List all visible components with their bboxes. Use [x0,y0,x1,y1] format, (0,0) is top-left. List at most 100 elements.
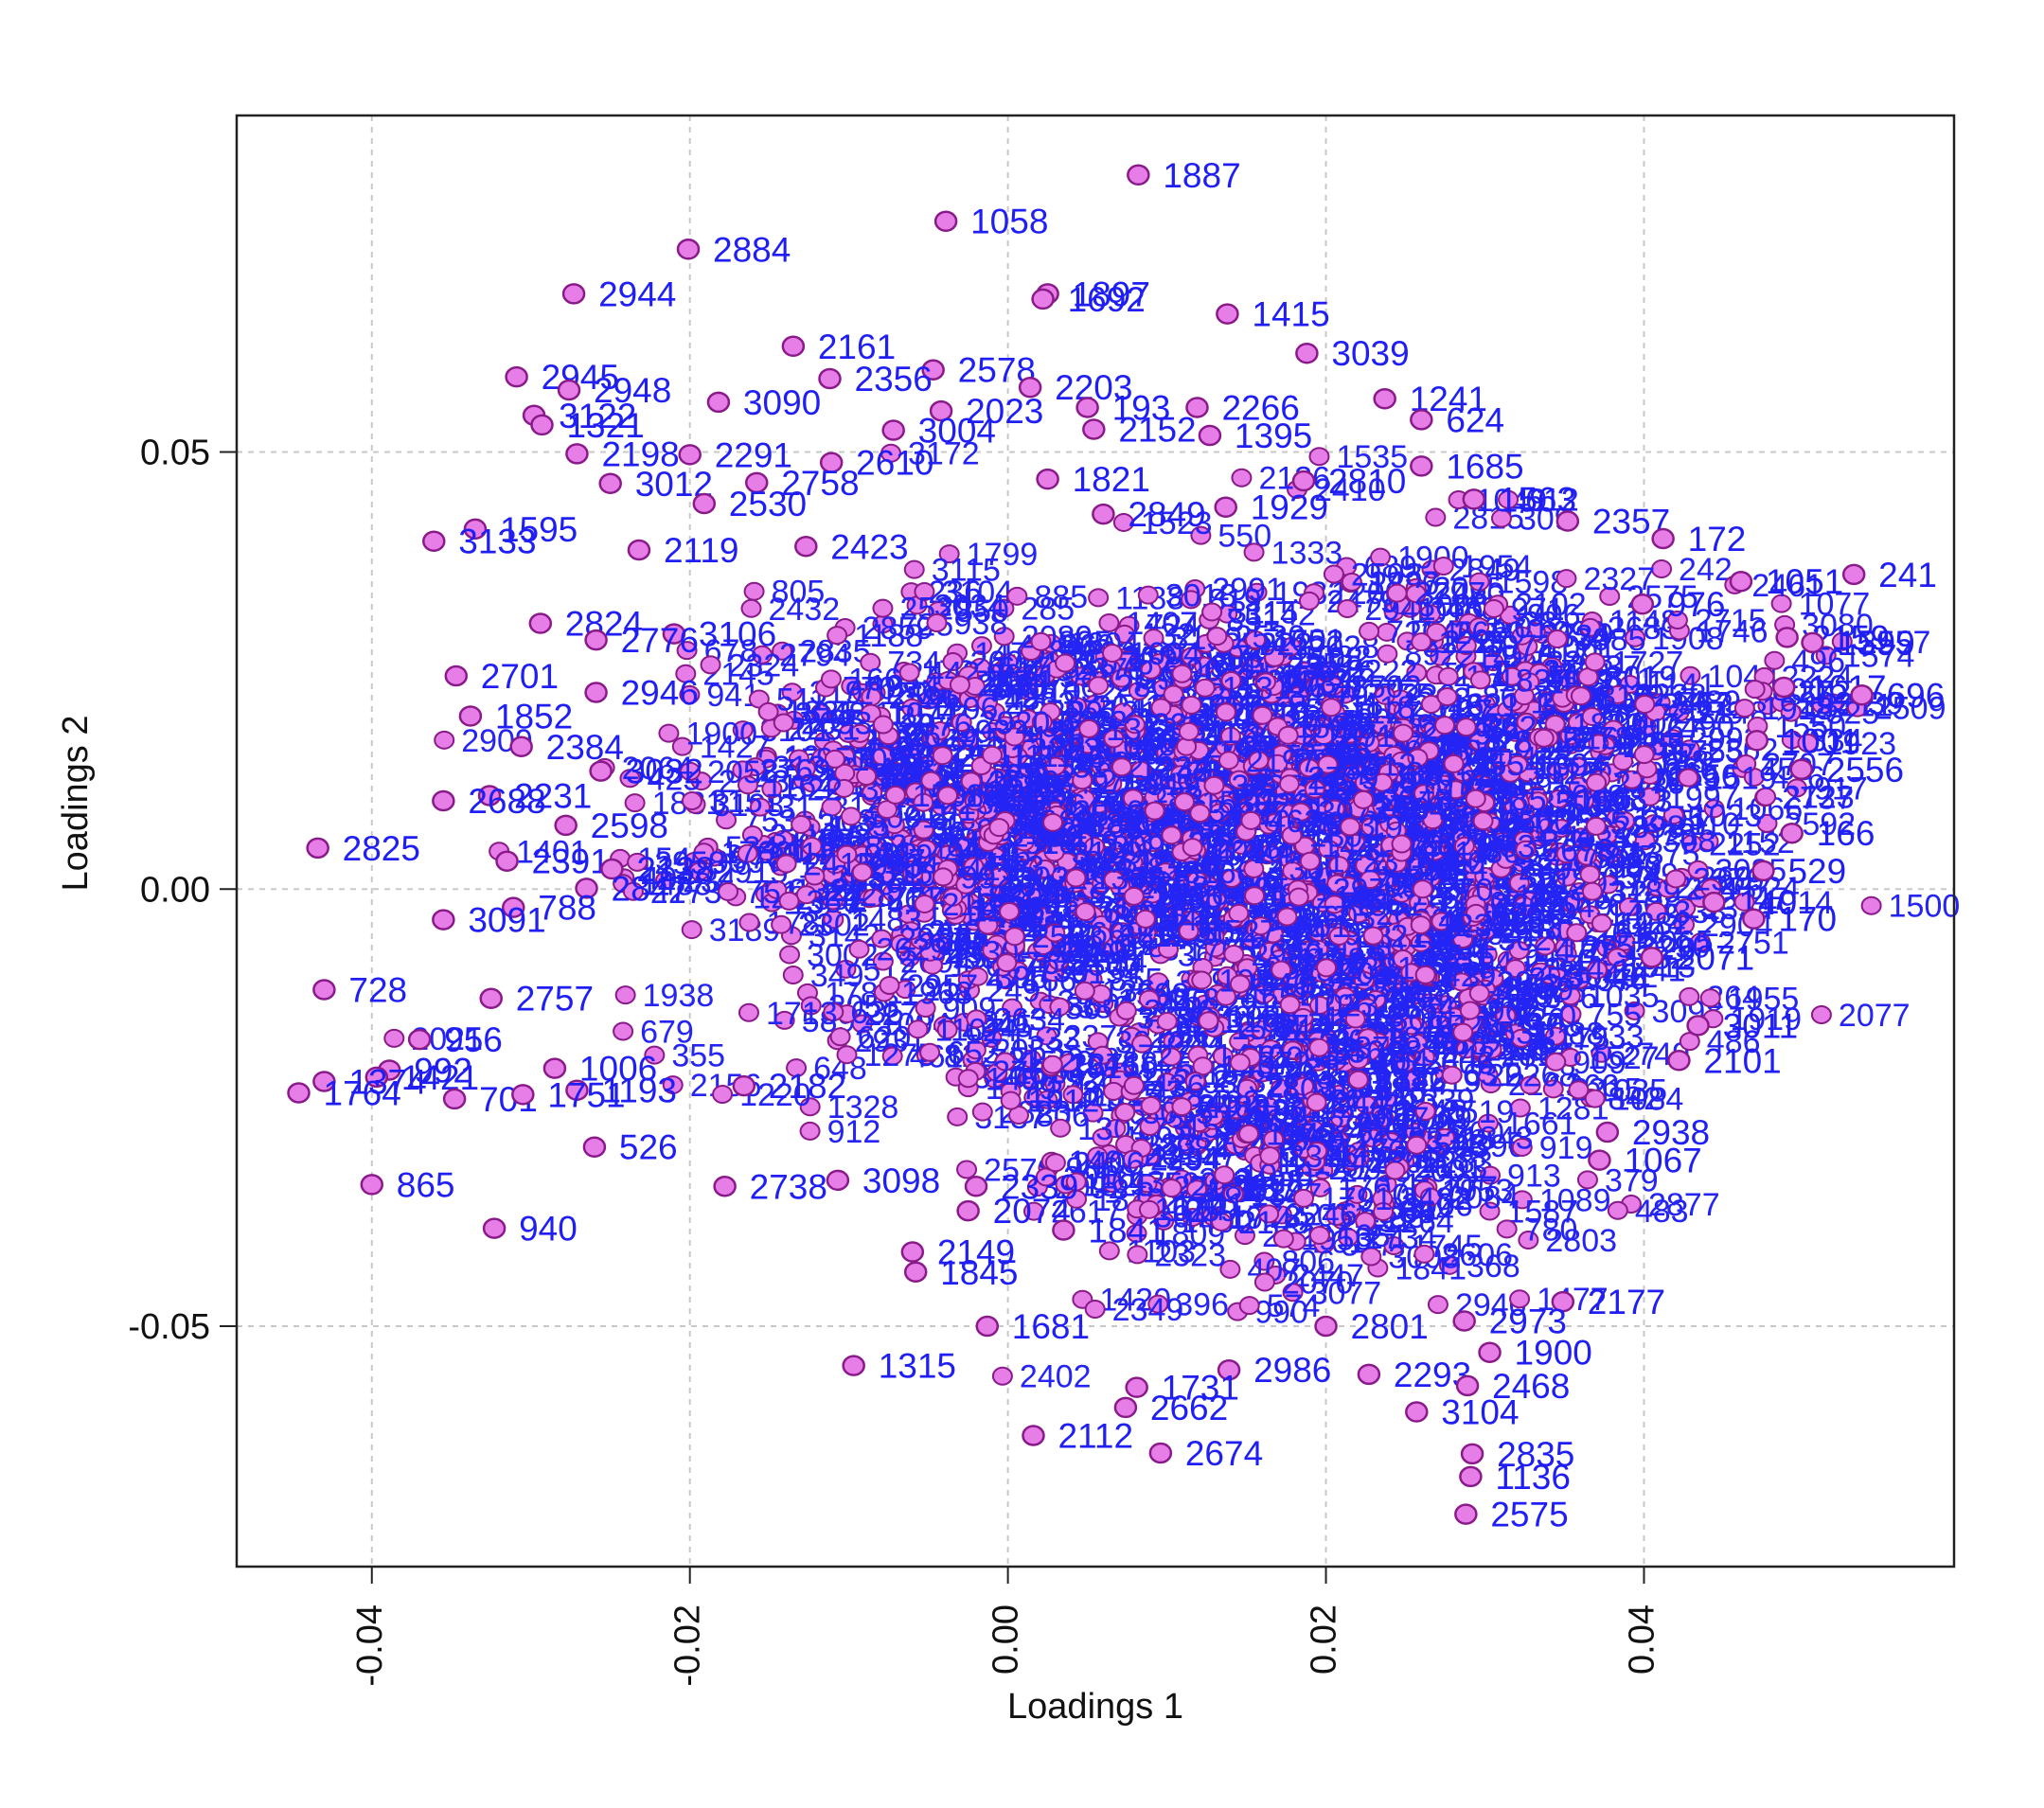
point-marker [1801,631,1824,654]
cloud-marker [872,715,894,735]
point-label: 1845 [940,1253,1018,1292]
point-marker [1357,1363,1381,1386]
cloud-marker [1391,834,1413,854]
point-label: 1415 [1252,295,1329,334]
data-point: 2946 [584,674,699,713]
data-point: 940 [482,1210,578,1249]
cloud-marker [775,854,797,874]
point-label: 3039 [1331,334,1409,373]
point-label: 1067 [1624,1142,1701,1180]
cloud-marker [383,1028,405,1048]
cloud-marker [1088,588,1110,608]
point-label: 2662 [1150,1389,1228,1427]
cloud-label: 574 [1267,1288,1321,1324]
point-marker [678,444,702,466]
cloud-label: 3018 [1165,578,1237,614]
cloud-label: 2327 [1583,561,1655,597]
cloud-marker [1410,915,1431,935]
point-marker [1462,488,1486,510]
point-marker [1686,1015,1710,1037]
cloud-marker [1078,718,1100,738]
data-point: 1764 [287,1073,401,1112]
point-marker [1295,342,1319,364]
cloud-label: 2371 [1070,1048,1142,1084]
cloud-marker [1206,627,1228,647]
point-label: 1058 [970,203,1048,241]
point-marker [732,1074,756,1097]
cloud-marker [1699,988,1721,1008]
cloud-marker [658,723,680,743]
point-marker [1729,570,1753,593]
data-point: 3098 [826,1161,940,1200]
point-marker [1216,303,1239,325]
cloud-label: 1234 [1139,750,1211,786]
point-label: 2810 [1328,462,1406,501]
cloud-label: 3115 [932,553,1001,589]
cloud-marker [1299,851,1321,871]
point-label: 3091 [468,901,545,940]
data-point: 2738 [713,1167,827,1206]
cloud-marker [1469,670,1491,690]
point-marker [1036,468,1059,490]
cloud-label: 2797 [1414,576,1486,612]
point-label: 2101 [1703,1041,1781,1080]
cloud-label: 1938 [643,978,715,1014]
point-label: 2944 [598,275,676,313]
point-label: 2688 [468,782,545,821]
point-marker [676,239,701,260]
cloud-marker [1277,725,1299,745]
point-marker [306,837,329,860]
cloud-marker [898,663,920,682]
data-point: 2849 [1092,495,1206,534]
data-point: 2884 [676,230,791,269]
cloud-marker [1581,881,1603,901]
point-label: 170 [1778,900,1837,939]
cloud-marker [1452,1022,1474,1042]
cloud-label: 2948 [1380,783,1452,819]
cloud-marker [1316,958,1338,978]
point-marker [360,1174,384,1196]
cloud-marker [1576,1170,1598,1190]
point-marker [900,1241,925,1263]
cloud-label: 3172 [1073,749,1145,785]
data-point: 2578 [921,351,1036,390]
data-point: 3039 [1295,334,1410,373]
cloud-label: 2530 [1234,619,1306,655]
point-marker [495,850,519,872]
point-marker [598,472,622,495]
point-marker [1850,684,1874,706]
point-label: 2776 [621,621,699,660]
point-label: 940 [519,1210,578,1249]
point-label: 1681 [1012,1307,1090,1346]
data-point: 2112 [1022,1416,1133,1455]
point-label: 2946 [621,674,699,713]
cloud-marker [1246,582,1268,602]
cloud-marker [1308,1225,1330,1245]
cloud-label: 2554 [1471,747,1543,783]
point-marker [975,1315,1000,1338]
data-point: 1051 [1729,562,1843,601]
point-marker [505,365,528,388]
dense-point-cloud: 2121696166913402017762490173426426363115… [383,436,1960,1395]
data-point: 2575 [1454,1496,1569,1534]
point-marker [1410,455,1433,477]
point-marker [1082,418,1106,440]
point-label: 2801 [1351,1307,1429,1346]
cloud-label: 2349 [1112,1292,1184,1328]
data-point: 3091 [432,901,546,940]
cloud-marker [932,746,953,766]
cloud-label: 2606 [1441,1237,1513,1273]
cloud-marker [1161,825,1182,845]
cloud-label: 1331 [1343,950,1415,986]
data-point: 2391 [495,842,610,881]
cloud-label: 2432 [769,592,841,628]
point-label: 2530 [729,485,807,523]
cloud-marker [1004,927,1025,947]
point-label: 3098 [862,1161,940,1200]
cloud-marker [1259,1146,1281,1166]
cloud-label: 909 [1573,1045,1626,1081]
data-point: 2674 [1148,1434,1263,1473]
cloud-marker [982,745,1004,765]
